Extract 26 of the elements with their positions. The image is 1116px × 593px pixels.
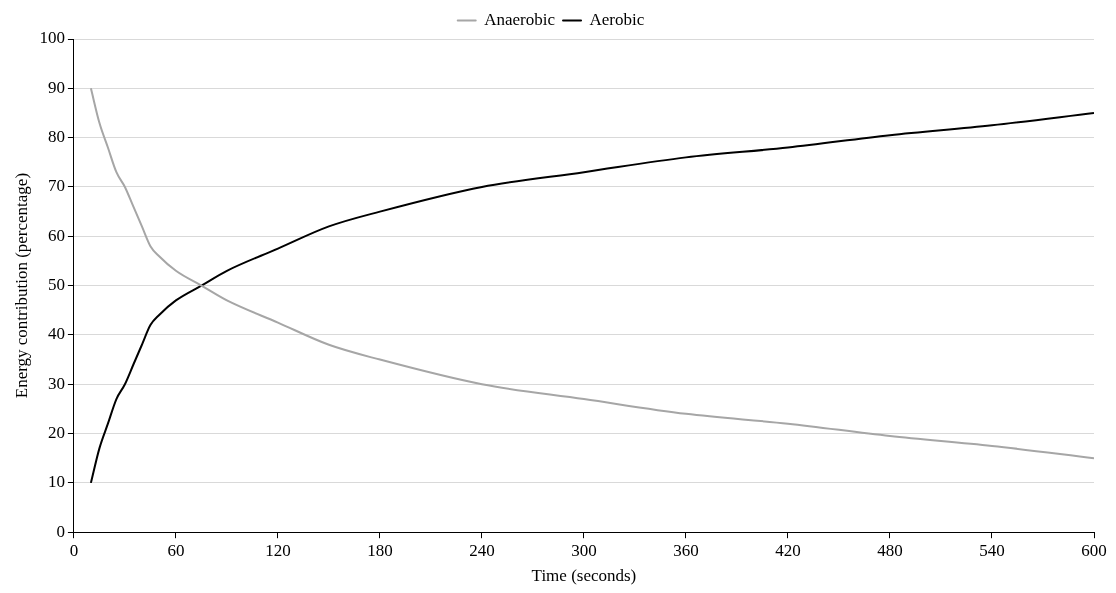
y-axis-title: Energy contribution (percentage) <box>11 172 31 399</box>
x-axis-title: Time (seconds) <box>531 566 637 586</box>
y-tick-label: 10 <box>47 472 65 492</box>
x-tick-label: 180 <box>367 540 393 560</box>
y-tick-label: 20 <box>47 423 65 443</box>
x-tick-label: 360 <box>673 540 699 560</box>
y-tick-label: 50 <box>47 275 65 295</box>
y-tick-label: 40 <box>47 324 65 344</box>
x-tick-label: 600 <box>1081 540 1107 560</box>
y-tick-label: 80 <box>47 127 65 147</box>
x-tick-label: 540 <box>979 540 1005 560</box>
x-tick-label: 120 <box>265 540 291 560</box>
y-tick-label: 90 <box>47 77 65 97</box>
x-tick-label: 0 <box>69 540 79 560</box>
x-tick-label: 60 <box>167 540 185 560</box>
y-tick-label: 70 <box>47 176 65 196</box>
x-tick-label: 420 <box>775 540 801 560</box>
y-tick-label: 60 <box>47 225 65 245</box>
y-tick-label: 0 <box>56 521 65 541</box>
x-tick-label: 300 <box>571 540 597 560</box>
legend-label: Anaerobic <box>484 9 556 29</box>
y-tick-label: 100 <box>39 28 65 48</box>
x-tick-label: 480 <box>877 540 903 560</box>
x-tick-label: 240 <box>469 540 495 560</box>
legend-label: Aerobic <box>589 9 645 29</box>
y-tick-label: 30 <box>47 373 65 393</box>
